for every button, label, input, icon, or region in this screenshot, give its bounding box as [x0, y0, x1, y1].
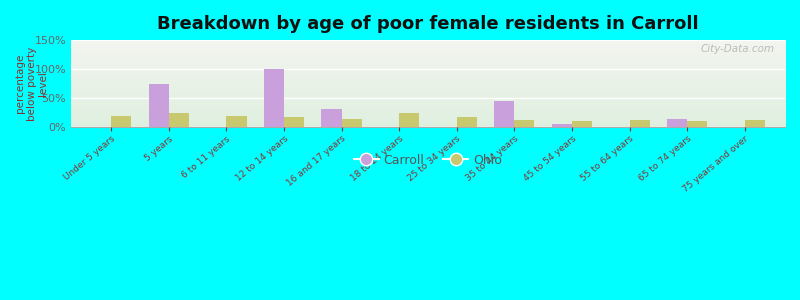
Bar [399, 113, 419, 127]
Bar [572, 122, 592, 127]
Legend: Carroll, Ohio: Carroll, Ohio [349, 148, 507, 172]
Bar [322, 109, 342, 127]
Bar [169, 113, 189, 127]
Bar [514, 120, 534, 127]
Bar [111, 116, 131, 127]
Bar [226, 116, 246, 127]
Bar [667, 118, 687, 127]
Bar [457, 117, 477, 127]
Text: City-Data.com: City-Data.com [700, 44, 774, 54]
Bar [687, 121, 707, 127]
Bar [630, 120, 650, 127]
Bar [552, 124, 572, 127]
Title: Breakdown by age of poor female residents in Carroll: Breakdown by age of poor female resident… [157, 15, 698, 33]
Bar [284, 117, 304, 127]
Bar [149, 84, 169, 127]
Y-axis label: percentage
below poverty
level: percentage below poverty level [15, 46, 48, 121]
Bar [494, 101, 514, 127]
Bar [342, 119, 362, 127]
Bar [264, 69, 284, 127]
Bar [745, 120, 765, 127]
